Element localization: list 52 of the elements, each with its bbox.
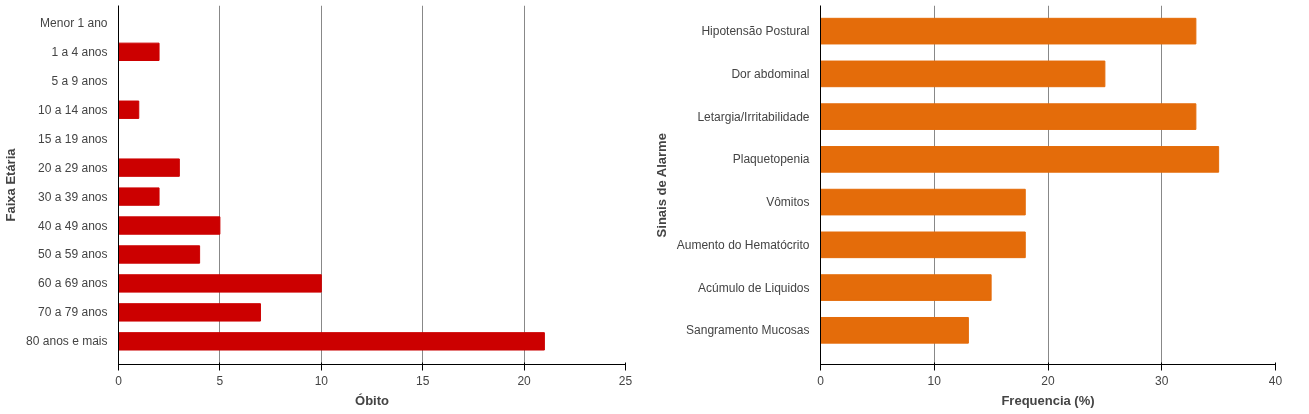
x-tick-label: 40: [1268, 373, 1283, 388]
bar: [118, 100, 140, 119]
bar: [118, 42, 160, 62]
y-axis-title: Faixa Etária: [3, 147, 19, 222]
bar: [118, 245, 201, 264]
bar: [820, 231, 1026, 259]
x-axis-title: Frequencia (%): [1001, 392, 1095, 408]
x-tick-label: 25: [618, 373, 633, 388]
x-tick-label: 10: [314, 373, 329, 388]
y-tick-label: Menor 1 ano: [40, 15, 108, 30]
bar: [118, 332, 545, 351]
x-tick-label: 30: [1155, 373, 1169, 388]
bar: [118, 158, 180, 177]
y-tick-label: Plaquetopenia: [732, 152, 810, 167]
x-tick-label: 5: [216, 373, 224, 388]
bar: [118, 274, 322, 293]
y-tick-label: 20 a 29 anos: [38, 160, 108, 175]
bar: [820, 146, 1220, 173]
bar: [820, 60, 1106, 88]
y-tick-label: Letargia/Irritabilidade: [697, 109, 810, 124]
x-tick-label: 0: [115, 373, 123, 388]
y-tick-label: Aumento do Hematócrito: [676, 237, 810, 252]
bar: [118, 187, 160, 206]
y-tick-label: 15 a 19 anos: [38, 131, 108, 146]
x-tick-label: 10: [927, 373, 942, 388]
y-tick-label: 50 a 59 anos: [38, 247, 108, 262]
x-tick-label: 20: [517, 373, 532, 388]
bar: [118, 216, 221, 235]
x-tick-label: 0: [817, 373, 825, 388]
y-tick-label: 80 anos e mais: [26, 334, 108, 349]
y-tick-label: 5 a 9 anos: [51, 73, 108, 88]
y-tick-label: Dor abdominal: [731, 66, 810, 81]
y-tick-label: Vômitos: [766, 195, 810, 210]
y-tick-label: 10 a 14 anos: [38, 102, 108, 117]
y-tick-label: 30 a 39 anos: [38, 189, 108, 204]
bar: [820, 274, 992, 301]
x-tick-label: 20: [1041, 373, 1055, 388]
y-tick-label: Hipotensão Postural: [701, 24, 810, 39]
bar: [820, 17, 1197, 45]
bar: [820, 103, 1197, 130]
bar: [820, 316, 969, 344]
x-tick-label: 15: [416, 373, 430, 388]
y-tick-label: Sangramento Mucosas: [686, 323, 810, 338]
bar: [118, 303, 261, 322]
y-tick-label: 1 a 4 anos: [51, 44, 108, 59]
y-axis-title: Sinais de Alarme: [653, 133, 669, 238]
y-tick-label: 70 a 79 anos: [38, 305, 108, 320]
bar: [820, 188, 1026, 216]
y-tick-label: 40 a 49 anos: [38, 218, 108, 233]
y-tick-label: Acúmulo de Liquidos: [698, 280, 810, 295]
y-tick-label: 60 a 69 anos: [38, 276, 108, 291]
x-axis-title: Óbito: [355, 392, 390, 408]
